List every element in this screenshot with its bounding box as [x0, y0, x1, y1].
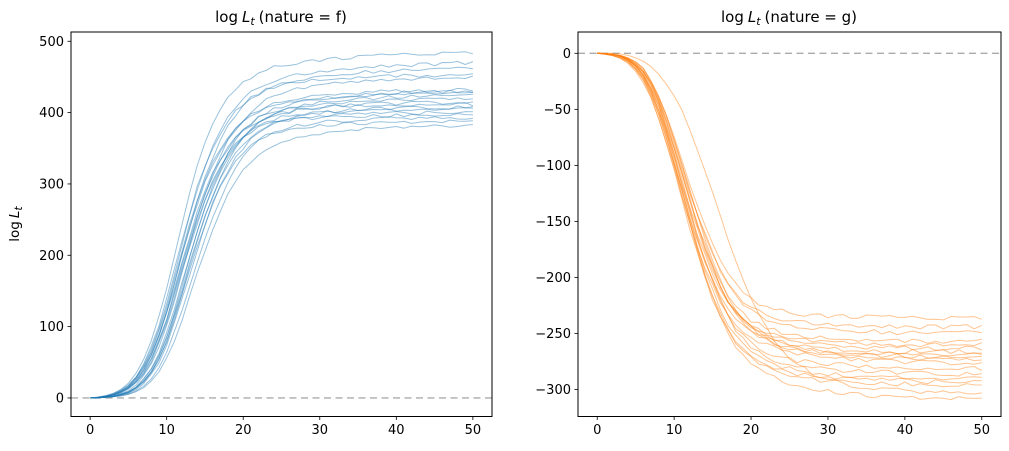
y-tick-label: 400	[39, 106, 64, 121]
title-subscript: t	[250, 15, 255, 28]
series-line	[597, 52, 982, 355]
series-line	[597, 52, 982, 377]
x-tick-label: 20	[743, 423, 760, 438]
y-tick-label: 300	[39, 177, 64, 192]
y-tick-label: 200	[39, 249, 64, 264]
series-line	[90, 66, 473, 399]
series-line	[90, 97, 473, 399]
series-line	[597, 52, 982, 359]
y-axis-label: log Lt	[7, 206, 25, 241]
series-line	[597, 52, 982, 362]
axes-spines	[70, 31, 493, 417]
series-line	[597, 52, 982, 336]
title-symbol: L	[241, 8, 251, 26]
series-line	[90, 107, 473, 399]
x-tick-label: 50	[973, 423, 990, 438]
x-tick-label: 40	[897, 423, 914, 438]
series-line	[597, 52, 982, 388]
x-tick-label: 10	[158, 423, 175, 438]
series-line	[90, 100, 473, 399]
subplot-nature-g: 0 10 20 30 40 50 0 −50 −100 −150 −200 −250 −300	[535, 31, 1002, 438]
series-line	[90, 75, 474, 399]
ylabel-subscript: t	[12, 206, 25, 211]
series-line	[90, 51, 474, 399]
y-tick-label: 0	[56, 391, 64, 406]
series-line	[597, 52, 982, 381]
y-tick-label: −150	[535, 215, 571, 230]
y-tick-label: −300	[535, 383, 571, 398]
title-log: log	[215, 8, 238, 26]
series-lines-nature-f	[90, 51, 474, 399]
series-line	[90, 113, 473, 399]
series-line	[597, 52, 982, 401]
series-line	[90, 110, 473, 399]
title-symbol: L	[747, 8, 757, 26]
y-tick-label: 500	[39, 35, 64, 50]
y-tick-label: −50	[544, 103, 571, 118]
x-tick-label: 0	[86, 423, 94, 438]
series-line	[90, 119, 473, 399]
axis-ticks-nature-g: 0 10 20 30 40 50 0 −50 −100 −150 −200 −250 −300	[535, 47, 990, 438]
title-suffix: (nature = g)	[764, 8, 858, 26]
right-plot-title: log Lt (nature = g)	[721, 8, 857, 28]
title-subscript: t	[756, 15, 761, 28]
series-line	[90, 102, 474, 399]
axes-spines	[577, 31, 1002, 417]
series-line	[90, 105, 473, 399]
ylabel-symbol: L	[7, 210, 23, 219]
series-line	[90, 124, 473, 399]
series-line	[90, 73, 473, 399]
series-line	[597, 52, 982, 385]
ylabel-log: log	[7, 221, 23, 242]
x-tick-label: 20	[235, 423, 252, 438]
series-line	[597, 52, 982, 344]
series-line	[597, 52, 983, 330]
series-line	[90, 89, 473, 399]
y-tick-label: −100	[535, 159, 571, 174]
x-tick-label: 0	[593, 423, 601, 438]
series-line	[90, 87, 474, 399]
series-line	[90, 116, 473, 399]
y-tick-label: 0	[563, 47, 571, 62]
series-line	[597, 52, 982, 395]
y-tick-label: −200	[535, 271, 571, 286]
series-line	[597, 52, 982, 321]
x-tick-label: 10	[666, 423, 683, 438]
x-tick-label: 30	[311, 423, 328, 438]
series-line	[597, 52, 982, 357]
y-tick-label: −250	[535, 327, 571, 342]
series-line	[90, 93, 473, 399]
series-line	[90, 61, 474, 399]
series-line	[597, 52, 982, 348]
left-plot-title: log Lt (nature = f)	[215, 8, 347, 28]
series-line	[597, 52, 982, 351]
series-lines-nature-g	[597, 52, 983, 401]
series-line	[597, 52, 982, 366]
title-suffix: (nature = f)	[258, 8, 347, 26]
x-tick-label: 30	[820, 423, 837, 438]
series-line	[597, 52, 983, 371]
title-log: log	[720, 8, 744, 26]
series-line	[90, 90, 473, 399]
x-tick-label: 40	[388, 423, 405, 438]
y-tick-label: 100	[39, 320, 64, 335]
x-tick-label: 50	[465, 423, 482, 438]
